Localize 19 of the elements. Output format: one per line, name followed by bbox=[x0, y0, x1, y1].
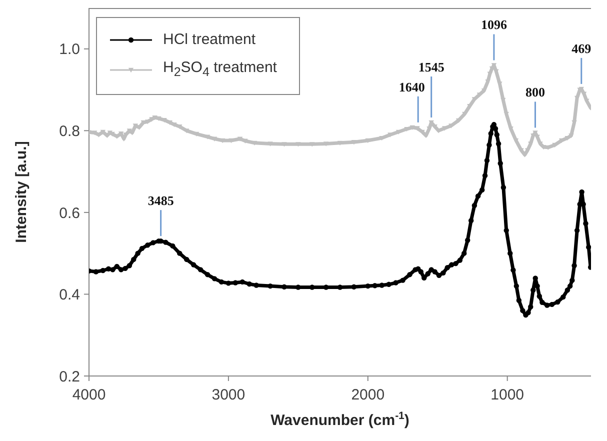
annotation: 1640 bbox=[398, 79, 425, 94]
annotation: 800 bbox=[525, 84, 545, 100]
annotation: 1096 bbox=[480, 17, 508, 32]
y-tick-label: 0.6 bbox=[59, 204, 80, 222]
x-tick-label: 2000 bbox=[351, 386, 385, 404]
annotation: 469 bbox=[572, 40, 592, 56]
y-tick-label: 0.2 bbox=[59, 368, 80, 386]
x-tick-label: 4000 bbox=[72, 386, 106, 404]
x-axis-title: Wavenumber (cm$^{-1}$) bbox=[270, 410, 410, 429]
x-tick-label: 3000 bbox=[212, 386, 246, 404]
y-tick-label: 0.8 bbox=[59, 122, 80, 140]
y-tick-label: 1.0 bbox=[59, 41, 80, 58]
annotation: 1545 bbox=[418, 59, 445, 74]
y-tick-label: 0.4 bbox=[59, 286, 80, 304]
legend-label: H$_{2}$SO$_{4}$ treatment bbox=[163, 58, 277, 81]
annotation: 3485 bbox=[148, 193, 174, 208]
x-tick-label: 1000 bbox=[490, 386, 524, 404]
y-axis-title: Intensity [a.u.] bbox=[13, 141, 30, 243]
legend-label: HCl treatment bbox=[163, 30, 256, 50]
